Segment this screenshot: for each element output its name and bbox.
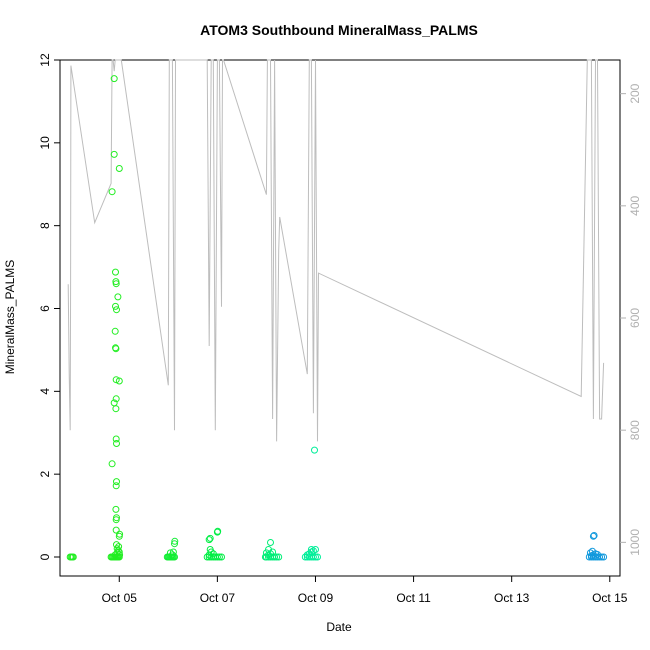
data-point (265, 546, 272, 553)
data-point (171, 537, 179, 545)
y-tick-label: 12 (38, 53, 52, 67)
data-point (112, 435, 120, 443)
x-tick-label: Oct 15 (592, 591, 628, 605)
data-point (267, 539, 274, 546)
y2-tick-label: 200 (628, 83, 642, 103)
data-point (205, 536, 213, 544)
data-point (110, 150, 118, 158)
data-point (314, 553, 321, 561)
y2-tick-label: 600 (628, 308, 642, 328)
y-tick-label: 4 (38, 388, 52, 395)
data-point (214, 527, 222, 535)
x-axis-label: Date (326, 620, 352, 634)
data-point (114, 293, 122, 301)
y2-tick-label: 400 (628, 195, 642, 215)
data-point (590, 532, 598, 539)
data-point (113, 306, 120, 314)
y-axis-label: MineralMass_PALMS (3, 260, 17, 374)
data-point (312, 553, 319, 561)
secondary-series-line (67, 59, 605, 442)
y-tick-label: 8 (38, 222, 52, 229)
y-tick-label: 6 (38, 305, 52, 312)
data-point (171, 540, 178, 548)
data-point (69, 553, 77, 561)
y-tick-label: 10 (38, 136, 52, 150)
data-point (112, 345, 120, 353)
data-point (218, 553, 225, 561)
data-point (115, 377, 123, 385)
y2-tick-label: 800 (628, 420, 642, 440)
x-axis: Oct 05 Oct 07 Oct 09 Oct 11 Oct 13 Oct 15 (102, 576, 628, 605)
x-tick-label: Oct 13 (494, 591, 530, 605)
data-point (112, 268, 119, 276)
data-point (206, 546, 214, 553)
x-tick-label: Oct 11 (396, 591, 431, 605)
secondary-y-axis: 200 400 600 800 1000 (620, 83, 642, 556)
data-point (116, 530, 124, 538)
data-point (169, 548, 177, 556)
data-point (311, 446, 318, 454)
data-point (115, 165, 123, 172)
data-point (206, 534, 214, 542)
x-tick-label: Oct 09 (298, 591, 334, 605)
data-point (589, 532, 597, 540)
data-point (312, 546, 319, 553)
data-point (108, 460, 116, 468)
data-point (273, 553, 281, 561)
data-point (112, 376, 120, 384)
y2-tick-label: 1000 (628, 529, 642, 556)
points-layer (66, 75, 608, 561)
data-point (110, 75, 118, 83)
secondary-line-layer (67, 59, 605, 442)
y-tick-label: 2 (38, 471, 52, 478)
data-point (112, 405, 120, 413)
y-axis: 0 2 4 6 8 10 12 (38, 53, 60, 560)
chart-title: ATOM3 Southbound MineralMass_PALMS (200, 22, 478, 38)
data-point (166, 549, 174, 557)
data-point (168, 551, 176, 559)
data-point (588, 547, 596, 555)
data-point (112, 395, 120, 403)
data-point (113, 478, 120, 486)
data-point (113, 440, 120, 447)
plot-frame (59, 59, 621, 577)
data-point (112, 302, 119, 310)
data-point (116, 551, 124, 559)
data-point (171, 553, 178, 561)
data-point (115, 548, 123, 556)
x-tick-label: Oct 07 (200, 591, 236, 605)
data-point (111, 327, 119, 335)
data-point (113, 514, 120, 522)
data-point (108, 188, 116, 196)
data-point (110, 399, 118, 407)
data-point (594, 551, 601, 558)
data-point (112, 278, 120, 286)
data-point (215, 553, 223, 561)
data-point (586, 549, 594, 557)
data-point (600, 553, 608, 561)
data-point (275, 553, 283, 561)
data-point (112, 526, 120, 534)
x-tick-label: Oct 05 (102, 591, 138, 605)
data-point (112, 482, 120, 490)
data-point (112, 505, 120, 513)
data-point (113, 541, 120, 549)
y-tick-label: 0 (38, 553, 52, 560)
data-point (267, 550, 274, 558)
data-point (307, 546, 315, 553)
data-point (115, 543, 123, 551)
